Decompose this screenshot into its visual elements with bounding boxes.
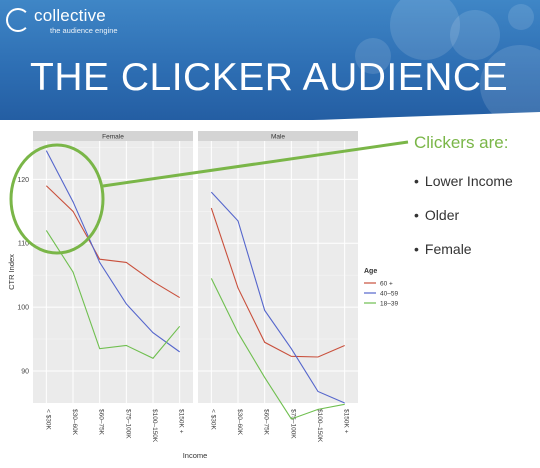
y-axis-label: CTR Index <box>7 254 16 290</box>
x-tick-label: $100–150K <box>151 409 158 443</box>
legend-label: 60 + <box>380 281 393 288</box>
x-tick-label: $30–60K <box>71 409 78 436</box>
series-line-male <box>210 278 345 420</box>
highlight-circle <box>9 143 105 255</box>
decor-bubble <box>480 45 540 120</box>
panel-strip-label: Female <box>102 134 124 141</box>
logo-tagline: the audience engine <box>50 26 118 35</box>
series-line-male <box>210 191 345 404</box>
callout-bullet: Older <box>414 207 459 223</box>
callout-bullet: Female <box>414 241 472 257</box>
decor-bubble <box>450 10 500 60</box>
decor-bubble <box>390 0 460 60</box>
x-tick-label: $150K + <box>343 409 350 434</box>
decor-bubble <box>355 38 391 74</box>
series-line-female <box>45 230 181 359</box>
x-axis-label: Income <box>183 451 208 460</box>
legend-label: 18–39 <box>380 301 398 308</box>
panel-background <box>33 141 193 403</box>
panel-strip <box>33 131 193 141</box>
series-line-male <box>210 207 345 358</box>
x-tick-label: $100–150K <box>316 409 323 443</box>
y-tick-label: 120 <box>17 177 29 184</box>
series-line-female <box>45 185 180 299</box>
decor-bubble <box>508 4 534 30</box>
logo-icon <box>6 8 30 32</box>
callout-connector <box>102 140 409 188</box>
panel-background <box>198 141 358 403</box>
y-tick-label: 90 <box>21 369 29 376</box>
legend-label: 40–59 <box>380 291 398 298</box>
series-line-female <box>45 150 180 353</box>
y-tick-label: 100 <box>17 305 29 312</box>
logo-name: collective <box>34 6 106 25</box>
panel-strip <box>198 131 358 141</box>
x-tick-label: $60–75K <box>263 409 270 436</box>
callout-title: Clickers are: <box>414 133 509 152</box>
x-tick-label: $75–100K <box>124 409 131 439</box>
y-tick-label: 110 <box>18 241 29 248</box>
legend-title: Age <box>364 268 377 275</box>
page-title: THE CLICKER AUDIENCE <box>30 56 509 99</box>
header-banner: collective the audience engine THE CLICK… <box>0 0 540 120</box>
panel-strip-label: Male <box>271 134 285 141</box>
callout-bullet: Lower Income <box>414 173 513 189</box>
x-tick-label: $75–100K <box>289 409 296 439</box>
x-tick-label: < $30K <box>209 409 216 430</box>
x-tick-label: < $30K <box>44 409 51 430</box>
x-tick-label: $150K + <box>178 409 185 434</box>
x-tick-label: $30–60K <box>236 409 243 436</box>
x-tick-label: $60–75K <box>98 409 105 436</box>
